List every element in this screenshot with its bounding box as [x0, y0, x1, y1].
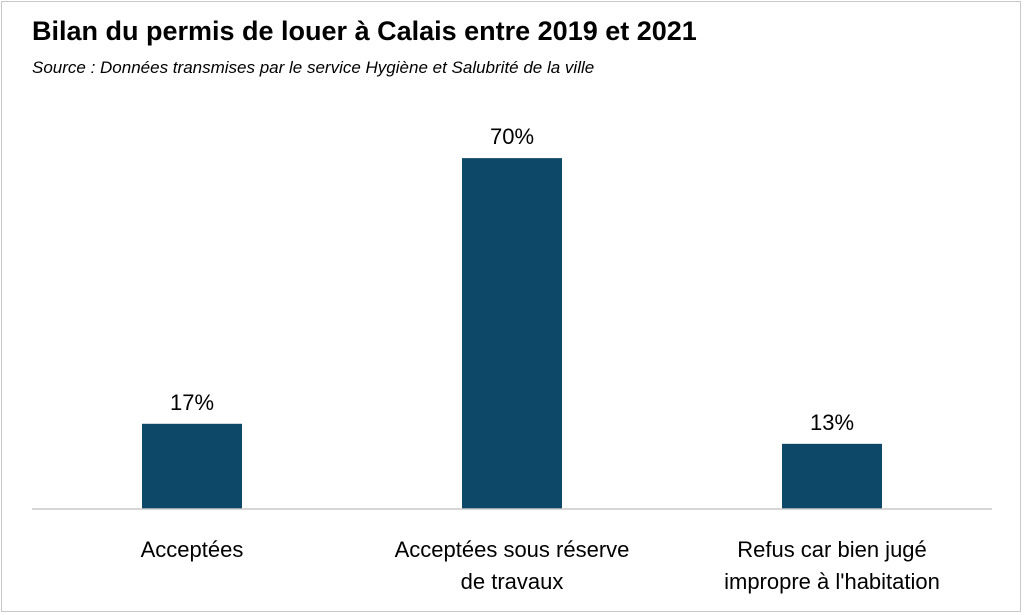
labels-group: 17% Acceptées 70% Acceptées sous réserve de … — [141, 124, 940, 594]
bar-3 — [782, 443, 882, 509]
category-label-2-line-2: de travaux — [461, 569, 564, 594]
chart-title: Bilan du permis de louer à Calais entre … — [32, 16, 697, 46]
chart-subtitle: Source : Données transmises par le servi… — [32, 58, 595, 77]
bar-1 — [142, 423, 242, 509]
data-label-2: 70% — [490, 124, 534, 149]
category-label-2-line-1: Acceptées sous réserve — [395, 537, 630, 562]
category-label-1-line-1: Acceptées — [141, 537, 244, 562]
data-label-3: 13% — [810, 410, 854, 435]
bars-group — [142, 158, 882, 509]
bar-2 — [462, 158, 562, 509]
category-label-3-line-2: impropre à l'habitation — [724, 569, 940, 594]
category-label-3-line-1: Refus car bien jugé — [737, 537, 927, 562]
data-label-1: 17% — [170, 390, 214, 415]
